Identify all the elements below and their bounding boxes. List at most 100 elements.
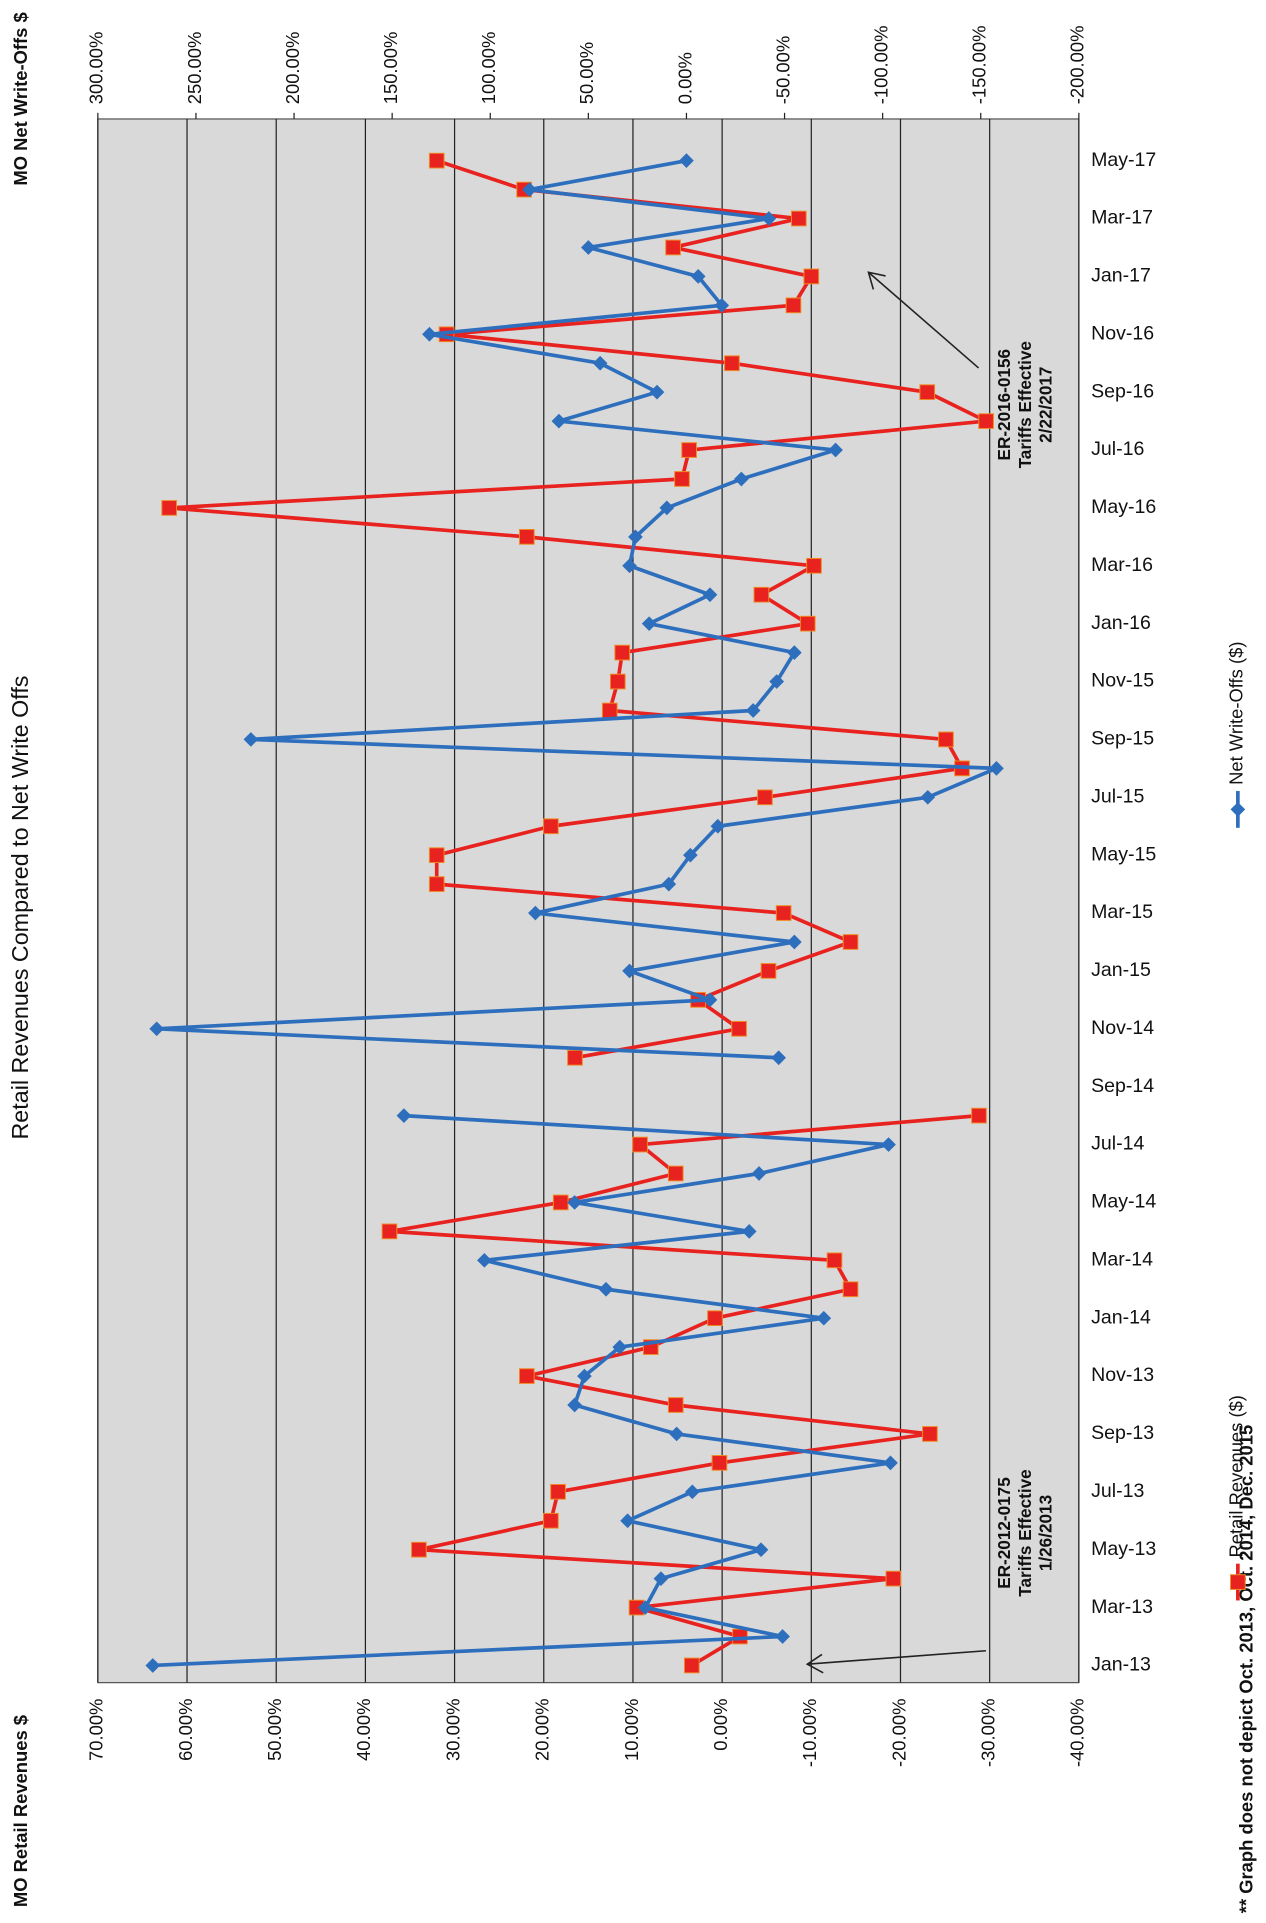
marker — [885, 1570, 902, 1587]
x-tick-label: Mar-13 — [1091, 1596, 1153, 1618]
annotation: ER-2012-0175 — [994, 1477, 1014, 1589]
x-tick-label: Jul-16 — [1091, 438, 1144, 460]
x-tick-label: Mar-16 — [1091, 554, 1153, 576]
marker — [632, 1136, 648, 1153]
marker — [702, 992, 718, 1008]
marker — [396, 1108, 412, 1123]
y-tick-label: 20.00% — [532, 1699, 553, 1761]
marker — [552, 1194, 569, 1211]
y-tick-label: 10.00% — [621, 1699, 642, 1761]
marker — [753, 1542, 769, 1558]
marker — [428, 152, 445, 169]
x-tick-label: May-17 — [1091, 149, 1156, 171]
marker — [612, 1339, 628, 1355]
marker — [731, 1020, 747, 1037]
marker — [614, 644, 631, 661]
marker — [971, 1107, 987, 1124]
marker — [938, 731, 954, 748]
marker — [161, 500, 178, 516]
marker — [775, 905, 792, 921]
x-tick-label: Nov-13 — [1091, 1364, 1154, 1386]
y2-tick-label: -200.00% — [1067, 26, 1088, 105]
marker — [775, 1629, 790, 1644]
marker — [649, 384, 665, 400]
series-line — [387, 1113, 980, 1668]
y2-tick-label: -50.00% — [772, 36, 793, 104]
x-tick-label: Mar-17 — [1091, 207, 1153, 229]
arrow-head — [805, 1653, 824, 1674]
x-tick-label: May-14 — [1091, 1191, 1156, 1213]
y-tick-label: 50.00% — [264, 1699, 285, 1761]
y2-tick-label: 200.00% — [282, 32, 303, 105]
x-tick-label: Sep-15 — [1091, 728, 1154, 750]
x-tick-label: Jan-15 — [1091, 959, 1151, 981]
marker — [411, 1541, 427, 1558]
y2-tick-label: 300.00% — [86, 32, 107, 105]
legend-label: Net Write-Offs ($) — [1226, 642, 1247, 785]
marker — [751, 1166, 767, 1181]
x-tick-label: Jan-16 — [1091, 612, 1151, 634]
y-tick-label: -40.00% — [1067, 1699, 1088, 1767]
y2-tick-label: 150.00% — [380, 32, 401, 105]
marker — [881, 1137, 896, 1152]
marker — [785, 297, 802, 314]
legend-label: Retail Revenues ($) — [1226, 1395, 1247, 1557]
marker — [477, 1252, 492, 1268]
x-tick-label: Sep-16 — [1091, 380, 1154, 402]
marker — [787, 934, 802, 950]
marker — [710, 818, 726, 834]
marker — [920, 789, 936, 805]
y-tick-label: -20.00% — [888, 1699, 909, 1767]
marker — [637, 1600, 653, 1615]
y-tick-label: 0.00% — [710, 1699, 731, 1751]
y2-tick-label: 0.00% — [674, 52, 695, 104]
marker — [145, 1658, 161, 1673]
marker — [769, 674, 785, 689]
chart-title: Retail Revenues Compared to Net Write Of… — [7, 676, 33, 1140]
marker — [919, 384, 936, 401]
marker — [577, 1368, 592, 1384]
marker — [551, 413, 567, 429]
marker — [543, 818, 559, 835]
y-tick-label: -30.00% — [978, 1699, 999, 1767]
marker — [669, 1426, 684, 1442]
annotation: Tariffs Effective — [1015, 341, 1035, 468]
x-tick-label: May-13 — [1091, 1538, 1156, 1560]
marker — [667, 1165, 684, 1182]
marker — [799, 615, 816, 632]
x-tick-label: Nov-14 — [1091, 1017, 1154, 1039]
marker — [683, 1657, 700, 1674]
x-tick-label: Jul-14 — [1091, 1133, 1144, 1155]
annotation: 1/26/2013 — [1036, 1495, 1056, 1571]
marker — [826, 1252, 843, 1269]
marker — [761, 211, 777, 226]
annotation: ER-2016-0156 — [994, 349, 1014, 461]
y-tick-label: 70.00% — [86, 1699, 107, 1761]
x-tick-label: Jan-17 — [1091, 265, 1151, 287]
marker — [757, 789, 773, 806]
annotations — [805, 271, 986, 1674]
y-axis-title: MO Retail Revenues $ — [10, 1715, 31, 1907]
marker — [518, 529, 535, 545]
y-tick-label: -10.00% — [799, 1699, 820, 1767]
marker — [683, 847, 698, 863]
marker — [1230, 1574, 1246, 1590]
y2-axis-title: MO Net Write-Offs $ — [10, 12, 31, 185]
marker — [149, 1021, 165, 1037]
annotation: Tariffs Effective — [1015, 1469, 1035, 1596]
marker — [550, 1483, 566, 1500]
series-line — [152, 1113, 893, 1668]
y2-tick-label: -150.00% — [969, 26, 990, 105]
marker — [543, 1512, 559, 1529]
y-tick-label: 30.00% — [442, 1699, 463, 1761]
marker — [707, 1310, 723, 1327]
marker — [724, 355, 740, 372]
marker — [661, 876, 677, 892]
x-tick-label: Sep-13 — [1091, 1422, 1154, 1444]
marker — [806, 557, 822, 574]
marker — [734, 471, 749, 487]
x-tick-label: Nov-15 — [1091, 670, 1154, 692]
marker — [803, 268, 820, 285]
marker — [816, 1310, 832, 1326]
